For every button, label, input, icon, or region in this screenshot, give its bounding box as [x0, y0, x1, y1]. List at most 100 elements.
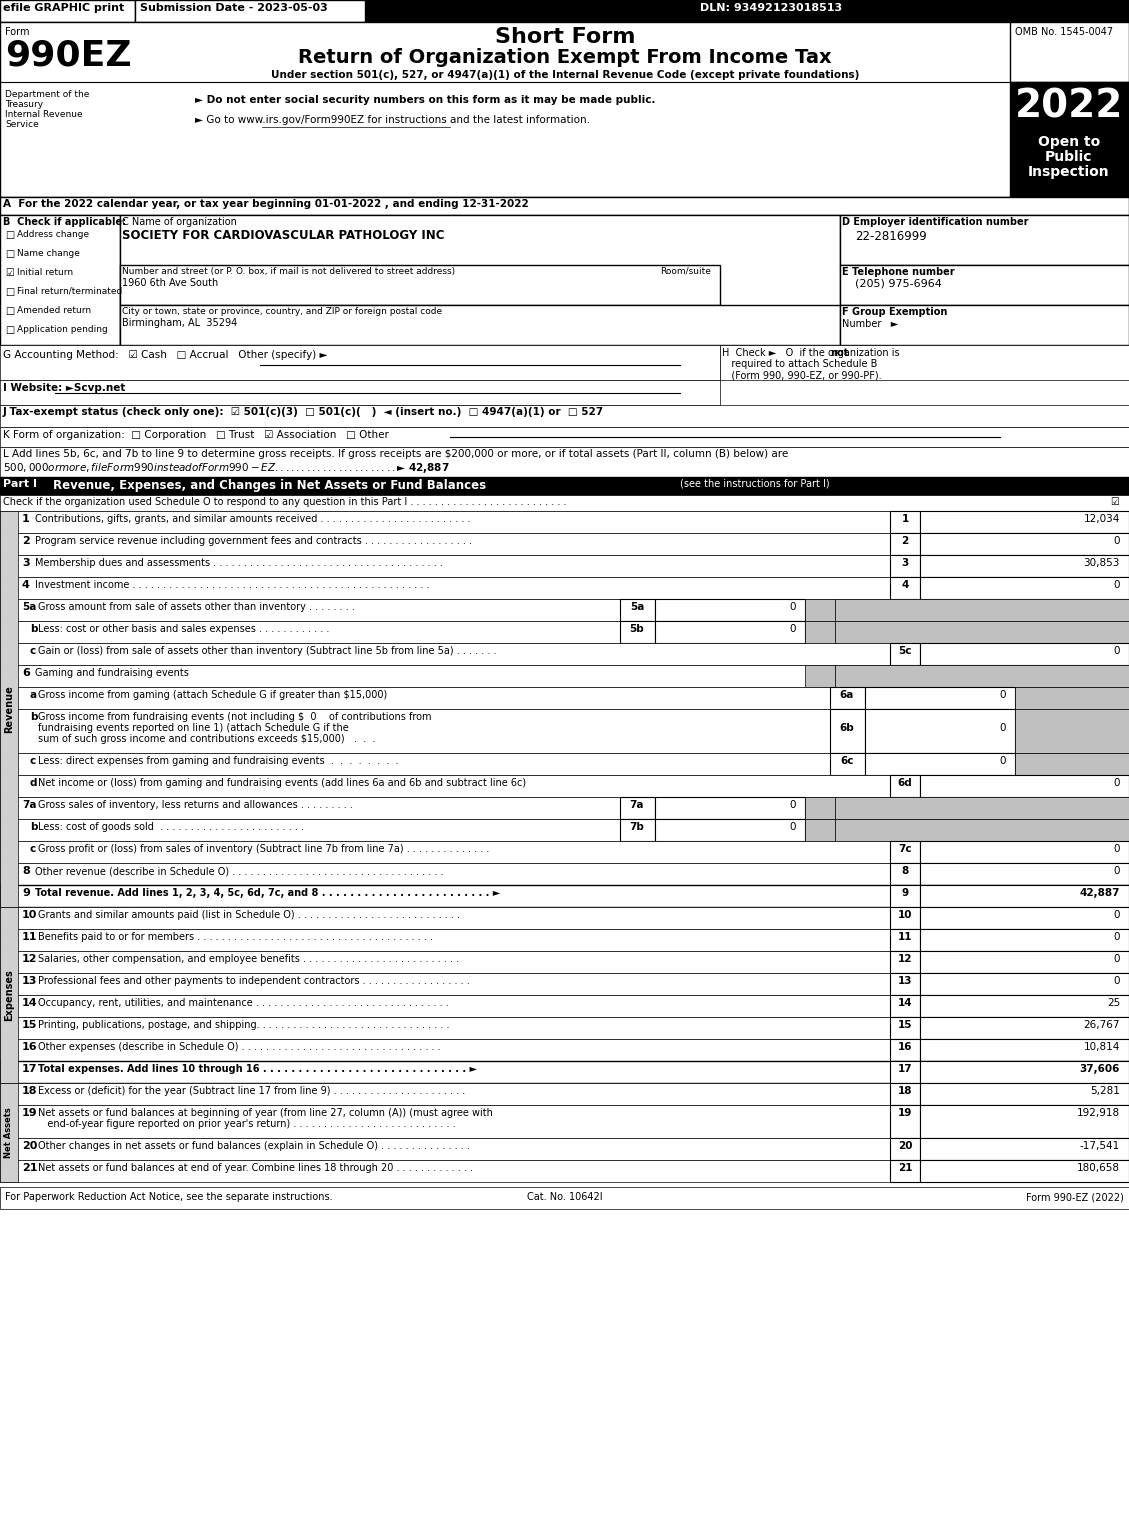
- Text: ☑: ☑: [1110, 497, 1119, 506]
- Text: Excess or (deficit) for the year (Subtract line 17 from line 9) . . . . . . . . : Excess or (deficit) for the year (Subtra…: [38, 1086, 465, 1096]
- Text: Number   ►: Number ►: [842, 319, 899, 329]
- Text: c: c: [30, 647, 36, 656]
- Text: 2: 2: [901, 535, 909, 546]
- Bar: [0, 0, 1129, 21]
- Text: 7a: 7a: [21, 801, 36, 810]
- Bar: [920, 1138, 1129, 1161]
- Text: Part I: Part I: [3, 479, 37, 490]
- Text: 5b: 5b: [630, 624, 645, 634]
- Bar: [890, 884, 920, 907]
- Bar: [805, 798, 835, 819]
- Text: Inspection: Inspection: [1029, 165, 1110, 178]
- Text: 18: 18: [898, 1086, 912, 1096]
- Text: 12: 12: [898, 955, 912, 964]
- Text: 13: 13: [21, 976, 37, 987]
- Text: (Form 990, 990-EZ, or 990-PF).: (Form 990, 990-EZ, or 990-PF).: [723, 371, 882, 380]
- Bar: [0, 753, 1129, 775]
- Bar: [890, 1138, 920, 1161]
- Bar: [0, 994, 1129, 1017]
- Text: Professional fees and other payments to independent contractors . . . . . . . . : Professional fees and other payments to …: [38, 976, 470, 987]
- Text: Open to: Open to: [1038, 136, 1100, 149]
- Bar: [890, 973, 920, 994]
- Bar: [835, 819, 1129, 840]
- Text: Public: Public: [1045, 149, 1093, 165]
- Bar: [1010, 21, 1129, 82]
- Bar: [0, 21, 1129, 197]
- Text: Less: cost or other basis and sales expenses . . . . . . . . . . . .: Less: cost or other basis and sales expe…: [38, 624, 330, 634]
- Bar: [805, 599, 835, 621]
- Bar: [1015, 686, 1129, 709]
- Text: 0: 0: [789, 624, 796, 634]
- Bar: [0, 1106, 1129, 1138]
- Text: 7c: 7c: [899, 843, 912, 854]
- Text: 1: 1: [21, 514, 29, 525]
- Text: 15: 15: [21, 1020, 37, 1029]
- Text: 16: 16: [21, 1042, 37, 1052]
- Bar: [890, 1061, 920, 1083]
- Bar: [890, 994, 920, 1017]
- Text: □: □: [5, 249, 15, 259]
- Bar: [805, 819, 835, 840]
- Text: 17: 17: [898, 1064, 912, 1074]
- Text: 8: 8: [901, 866, 909, 875]
- Text: not: not: [830, 348, 848, 358]
- Text: 14: 14: [21, 997, 37, 1008]
- Bar: [865, 686, 1015, 709]
- Bar: [120, 265, 720, 305]
- Text: 19: 19: [21, 1109, 37, 1118]
- Text: sum of such gross income and contributions exceeds $15,000)   .  .  .: sum of such gross income and contributio…: [38, 734, 376, 744]
- Bar: [0, 621, 1129, 644]
- Text: Other changes in net assets or fund balances (explain in Schedule O) . . . . . .: Other changes in net assets or fund bala…: [38, 1141, 470, 1151]
- Text: 13: 13: [898, 976, 912, 987]
- Text: b: b: [30, 624, 37, 634]
- Text: 6d: 6d: [898, 778, 912, 788]
- Text: 6: 6: [21, 668, 29, 679]
- Text: 1960 6th Ave South: 1960 6th Ave South: [122, 278, 218, 288]
- Bar: [890, 929, 920, 952]
- Bar: [805, 665, 835, 686]
- Bar: [840, 215, 1129, 265]
- Bar: [0, 555, 1129, 576]
- Bar: [920, 840, 1129, 863]
- Text: Expenses: Expenses: [5, 968, 14, 1020]
- Text: K Form of organization:  □ Corporation   □ Trust   ☑ Association   □ Other: K Form of organization: □ Corporation □ …: [3, 430, 388, 441]
- Text: end-of-year figure reported on prior year's return) . . . . . . . . . . . . . . : end-of-year figure reported on prior yea…: [38, 1119, 456, 1128]
- Text: Total revenue. Add lines 1, 2, 3, 4, 5c, 6d, 7c, and 8 . . . . . . . . . . . . .: Total revenue. Add lines 1, 2, 3, 4, 5c,…: [35, 888, 500, 898]
- Bar: [0, 576, 1129, 599]
- Text: D Employer identification number: D Employer identification number: [842, 217, 1029, 227]
- Text: 3: 3: [21, 558, 29, 567]
- Bar: [0, 819, 1129, 840]
- Text: Short Form: Short Form: [495, 27, 636, 47]
- Text: 8: 8: [21, 866, 29, 875]
- Bar: [830, 709, 865, 753]
- Text: 0: 0: [1113, 535, 1120, 546]
- Text: Room/suite: Room/suite: [660, 267, 711, 276]
- Text: City or town, state or province, country, and ZIP or foreign postal code: City or town, state or province, country…: [122, 307, 443, 316]
- Text: 990EZ: 990EZ: [5, 38, 132, 72]
- Bar: [835, 798, 1129, 819]
- Text: Amended return: Amended return: [17, 307, 91, 316]
- Bar: [0, 863, 1129, 884]
- Text: 0: 0: [789, 801, 796, 810]
- Text: Benefits paid to or for members . . . . . . . . . . . . . . . . . . . . . . . . : Benefits paid to or for members . . . . …: [38, 932, 434, 942]
- Bar: [920, 863, 1129, 884]
- Bar: [920, 884, 1129, 907]
- Bar: [0, 952, 1129, 973]
- Text: Net income or (loss) from gaming and fundraising events (add lines 6a and 6b and: Net income or (loss) from gaming and fun…: [38, 778, 526, 788]
- Text: Application pending: Application pending: [17, 325, 107, 334]
- Text: 5c: 5c: [899, 647, 912, 656]
- Bar: [620, 819, 655, 840]
- Text: 2: 2: [21, 535, 29, 546]
- Text: Occupancy, rent, utilities, and maintenance . . . . . . . . . . . . . . . . . . : Occupancy, rent, utilities, and maintena…: [38, 997, 448, 1008]
- Text: 0: 0: [789, 822, 796, 833]
- Bar: [920, 973, 1129, 994]
- Bar: [835, 621, 1129, 644]
- Text: □: □: [5, 325, 15, 336]
- Bar: [620, 621, 655, 644]
- Text: 3: 3: [901, 558, 909, 567]
- Text: 5,281: 5,281: [1091, 1086, 1120, 1096]
- Text: 22-2816999: 22-2816999: [855, 230, 927, 242]
- Bar: [830, 753, 865, 775]
- Bar: [890, 1039, 920, 1061]
- Text: L Add lines 5b, 6c, and 7b to line 9 to determine gross receipts. If gross recei: L Add lines 5b, 6c, and 7b to line 9 to …: [3, 448, 788, 459]
